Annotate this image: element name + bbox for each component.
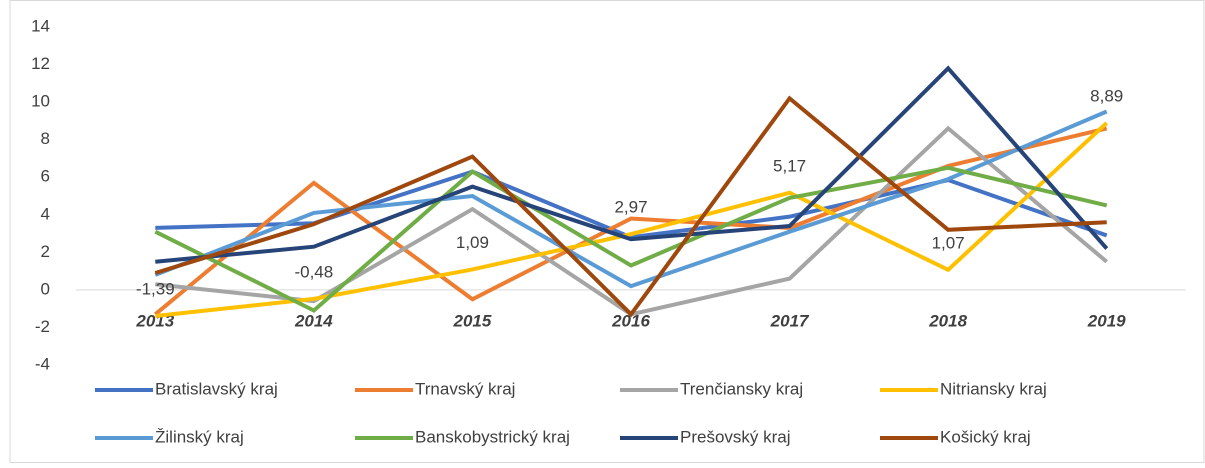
data-label: -0,48	[294, 262, 333, 281]
x-tick-label: 2016	[611, 311, 650, 330]
data-label: -1,39	[136, 279, 175, 298]
y-tick-label: 8	[41, 129, 50, 148]
y-tick-label: 12	[31, 54, 50, 73]
y-tick-label: 14	[31, 16, 50, 35]
data-label: 1,07	[932, 233, 965, 252]
legend-label: Trnavský kraj	[415, 379, 515, 398]
y-tick-label: 10	[31, 92, 50, 111]
y-tick-label: -4	[35, 354, 50, 373]
y-tick-label: 0	[41, 279, 50, 298]
legend-label: Trenčiansky kraj	[680, 379, 803, 398]
data-label: 5,17	[773, 156, 806, 175]
x-tick-label: 2017	[770, 311, 810, 330]
series-line	[154, 95, 1107, 318]
legend-label: Bratislavský kraj	[155, 379, 278, 398]
legend-label: Prešovský kraj	[680, 427, 791, 446]
x-tick-label: 2018	[928, 311, 967, 330]
legend-label: Banskobystrický kraj	[415, 427, 570, 446]
y-tick-label: -2	[35, 317, 50, 336]
y-tick-label: 6	[41, 167, 50, 186]
legend-label: Žilinský kraj	[155, 427, 244, 446]
series-line	[154, 109, 1108, 289]
series-line	[154, 165, 1108, 313]
legend-label: Košický kraj	[940, 427, 1031, 446]
series-line	[155, 121, 1109, 318]
legend-label: Nitriansky kraj	[940, 379, 1047, 398]
data-label: 8,89	[1090, 86, 1123, 105]
series-line	[155, 65, 1109, 264]
y-tick-label: 4	[41, 204, 50, 223]
data-label: 2,97	[614, 198, 647, 217]
data-label: 1,09	[456, 233, 489, 252]
x-tick-label: 2015	[453, 311, 492, 330]
x-tick-label: 2014	[294, 311, 333, 330]
x-tick-label: 2019	[1087, 311, 1126, 330]
y-tick-label: 2	[41, 242, 50, 261]
